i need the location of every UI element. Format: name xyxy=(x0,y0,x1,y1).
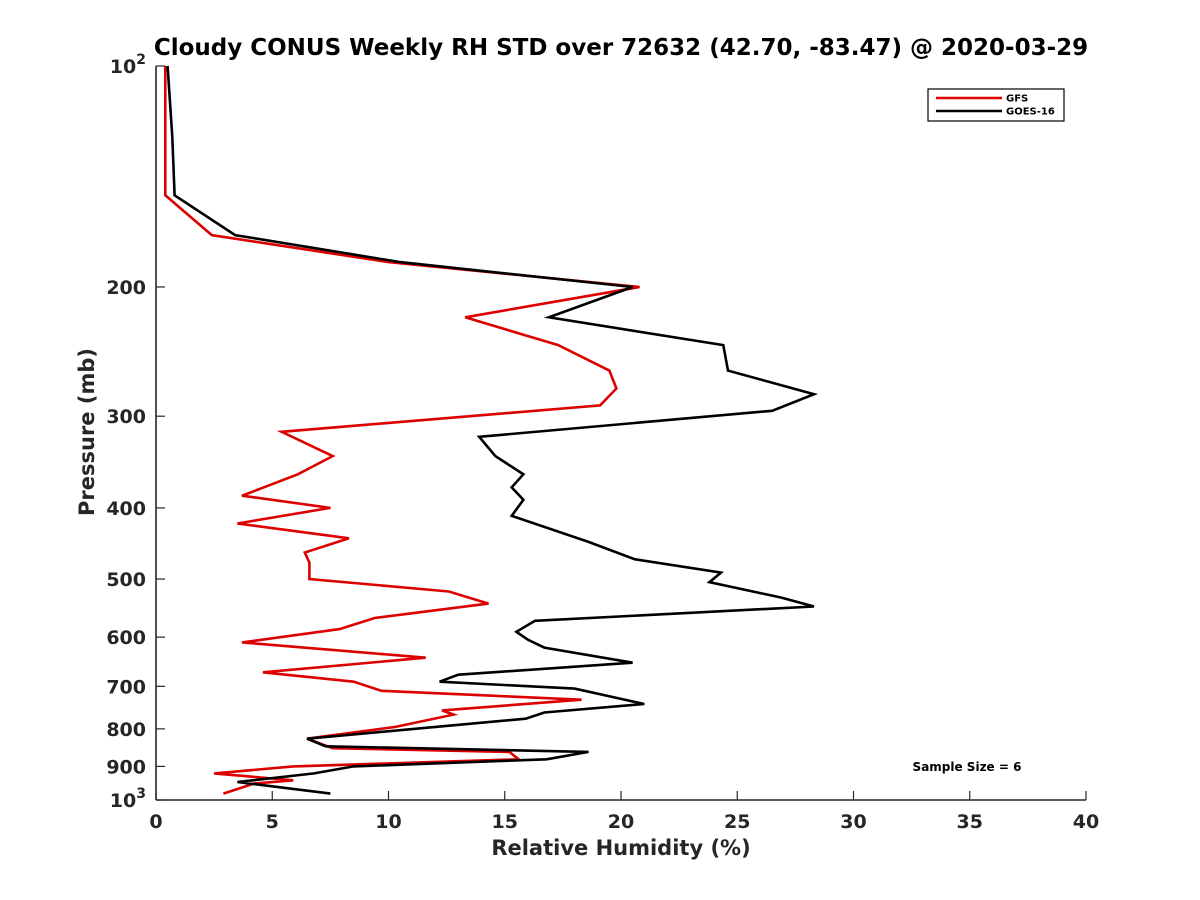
legend-label-0: GFS xyxy=(1006,94,1028,105)
y-tick-label: 103 xyxy=(110,786,146,812)
y-tick-label: 200 xyxy=(106,277,146,299)
y-tick-label: 600 xyxy=(106,627,146,649)
x-axis: 0 5 10 15 20 25 30 35 40 xyxy=(149,791,1099,833)
y-tick-label: 500 xyxy=(106,569,146,591)
x-tick-label: 40 xyxy=(1073,811,1099,833)
y-tick-label: 300 xyxy=(106,406,146,428)
y-tick-label: 102 xyxy=(110,52,146,78)
x-tick-label: 20 xyxy=(608,811,634,833)
x-tick-label: 15 xyxy=(492,811,518,833)
x-tick-label: 25 xyxy=(724,811,750,833)
series-line-0 xyxy=(164,66,640,795)
sample-size-annotation: Sample Size = 6 xyxy=(913,760,1022,774)
x-tick-label: 0 xyxy=(149,811,162,833)
y-axis: 102 200 300 400 500 600 700 800 900 103 xyxy=(106,52,165,812)
chart-title: Cloudy CONUS Weekly RH STD over 72632 (4… xyxy=(154,35,1088,61)
y-axis-title: Pressure (mb) xyxy=(75,348,99,516)
legend: GFS GOES-16 xyxy=(927,88,1065,122)
y-tick-label: 900 xyxy=(106,756,146,778)
x-tick-label: 10 xyxy=(375,811,401,833)
plot-area xyxy=(164,65,819,795)
legend-box xyxy=(927,88,1065,122)
y-tick-label: 700 xyxy=(106,676,146,698)
x-tick-label: 35 xyxy=(957,811,983,833)
legend-label-1: GOES-16 xyxy=(1006,107,1055,118)
x-tick-label: 30 xyxy=(840,811,866,833)
series-line-1 xyxy=(166,65,819,795)
y-tick-label: 400 xyxy=(106,498,146,520)
x-axis-title: Relative Humidity (%) xyxy=(491,836,750,860)
y-tick-label: 800 xyxy=(106,719,146,741)
x-tick-label: 5 xyxy=(266,811,279,833)
